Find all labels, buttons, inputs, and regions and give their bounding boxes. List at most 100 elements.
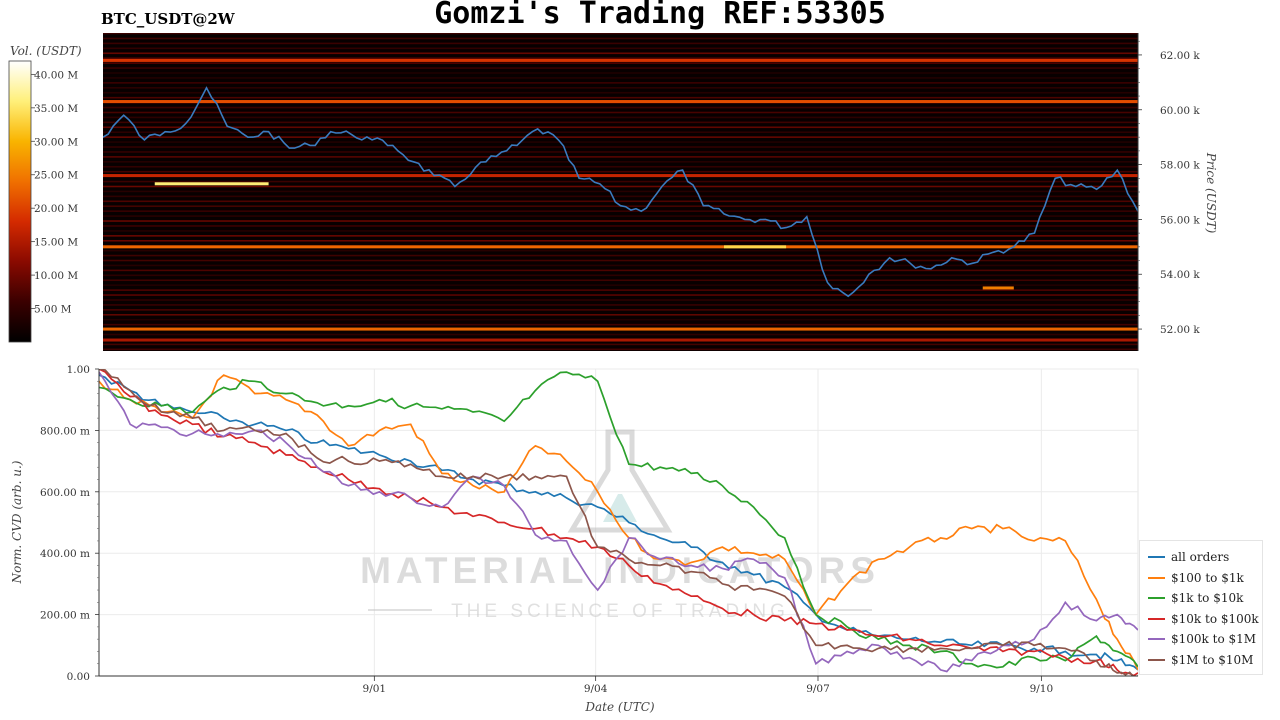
legend-swatch	[1148, 658, 1165, 661]
colorbar-tick-label: 25.00 M	[34, 170, 78, 182]
heatmap-stripe	[103, 42, 1138, 45]
heatmap-stripe	[103, 309, 1138, 311]
heatmap-stripe	[103, 165, 1138, 168]
cvd-x-ticks: 9/01 9/04 9/07 9/10	[363, 676, 1054, 695]
heatmap-stripe	[103, 200, 1138, 203]
legend-swatch	[1148, 617, 1165, 620]
heatmap-stripe	[103, 264, 1138, 267]
cvd-y-tick-label: 400.00 m	[40, 548, 90, 560]
heatmap-stripe	[103, 121, 1138, 124]
liquidity-band	[103, 174, 1138, 178]
heatmap-stripe	[103, 47, 1138, 50]
heatmap-stripe	[103, 333, 1138, 336]
heatmap-stripe	[103, 313, 1138, 316]
watermark: MATERIAL INDICATORS THE SCIENCE OF TRADI…	[360, 429, 875, 622]
heatmap-stripe	[103, 239, 1138, 242]
legend-swatch	[1148, 597, 1165, 600]
price-line	[103, 86, 1138, 298]
heatmap-stripe	[103, 220, 1138, 222]
cvd-y-ticks: 0.00 200.00 m 400.00 m 600.00 m 800.00 m 1.00	[40, 364, 99, 683]
series-line	[99, 371, 1138, 669]
legend-item: $1k to $10k	[1140, 588, 1262, 609]
heatmap-stripe	[103, 67, 1138, 69]
heatmap-stripe	[103, 131, 1138, 134]
heatmap-stripe	[103, 136, 1138, 138]
heatmap-stripe	[103, 52, 1138, 55]
legend-label: $100k to $1M	[1171, 632, 1257, 647]
liquidity-band	[154, 182, 269, 186]
legend-item: $1M to $10M	[1140, 650, 1262, 671]
legend-label: $1M to $10M	[1171, 652, 1254, 667]
heatmap-stripe	[103, 284, 1138, 286]
heatmap-stripe	[103, 185, 1138, 188]
legend-item: $100 to $1k	[1140, 568, 1262, 589]
heatmap-bands	[103, 58, 1138, 342]
heatmap-stripe	[103, 195, 1138, 198]
legend-swatch	[1148, 576, 1165, 579]
heatmap-stripe	[103, 289, 1138, 291]
heatmap-stripe	[103, 111, 1138, 114]
price-tick-label: 58.00 k	[1160, 160, 1200, 172]
heatmap-stripe	[103, 170, 1138, 173]
cvd-x-axis-label: Date (UTC)	[584, 700, 654, 714]
colorbar	[8, 60, 32, 343]
heatmap-stripe	[103, 57, 1138, 59]
heatmap-stripe	[103, 348, 1138, 351]
colorbar-tick-label: 15.00 M	[34, 237, 78, 249]
cvd-y-tick-label: 600.00 m	[40, 487, 90, 499]
heatmap-stripe	[103, 116, 1138, 119]
colorbar-tick-label: 20.00 M	[34, 203, 78, 215]
cvd-y-tick-label: 0.00	[67, 671, 90, 683]
heatmap-stripe	[103, 37, 1138, 40]
legend-item: all orders	[1140, 547, 1262, 568]
heatmap-stripe	[103, 91, 1138, 94]
heatmap-stripe	[103, 106, 1138, 109]
colorbar-label: Vol. (USDT)	[10, 44, 82, 58]
watermark-subtitle: THE SCIENCE OF TRADING	[451, 601, 789, 622]
series-line	[99, 371, 1138, 673]
liquidity-band	[103, 58, 1138, 62]
liquidity-band	[103, 338, 1138, 342]
cvd-series	[99, 369, 1138, 676]
heatmap-stripe	[103, 146, 1138, 148]
colorbar-tick-label: 5.00 M	[34, 304, 72, 316]
colorbar-tick-label: 30.00 M	[34, 136, 78, 148]
cvd-x-tick-label: 9/10	[1030, 683, 1054, 695]
cvd-plot-area	[98, 368, 1139, 677]
heatmap-stripe	[103, 299, 1138, 301]
heatmap-stripe	[103, 190, 1138, 193]
cvd-y-tick-label: 1.00	[67, 364, 90, 376]
colorbar-tick-label: 40.00 M	[34, 69, 78, 81]
heatmap-stripe	[103, 235, 1138, 237]
liquidity-band	[103, 327, 1138, 331]
heatmap-stripe	[103, 151, 1138, 153]
heatmap-stripe	[103, 156, 1138, 158]
heatmap-stripe	[103, 279, 1138, 282]
heatmap-stripe	[103, 269, 1138, 272]
price-tick-label: 62.00 k	[1160, 50, 1200, 62]
cvd-y-tick-label: 800.00 m	[40, 425, 90, 437]
heatmap-stripe	[103, 210, 1138, 212]
heatmap-stripe	[103, 62, 1138, 64]
price-tick-label: 52.00 k	[1160, 324, 1200, 336]
legend-label: all orders	[1171, 550, 1230, 565]
heatmap-stripe	[103, 249, 1138, 252]
heatmap-stripe	[103, 254, 1138, 257]
legend-label: $1k to $10k	[1171, 591, 1244, 606]
price-tick-label: 56.00 k	[1160, 214, 1200, 226]
colorbar-tick-label: 10.00 M	[34, 270, 78, 282]
cvd-x-tick-label: 9/07	[806, 683, 830, 695]
heatmap-stripe	[103, 180, 1138, 183]
heatmap-stripe	[103, 230, 1138, 232]
heatmap-stripe	[103, 72, 1138, 74]
liquidity-band	[724, 245, 787, 249]
heatmap-stripe	[103, 33, 1138, 35]
liquidity-band	[103, 100, 1138, 104]
series-line	[99, 369, 1138, 676]
cvd-x-tick-label: 9/01	[363, 683, 387, 695]
heatmap-stripe	[103, 96, 1138, 99]
legend-item: $100k to $1M	[1140, 629, 1262, 650]
colorbar-ticks: 5.00 M 10.00 M 15.00 M 20.00 M 25.00 M 30.00 …	[31, 69, 78, 316]
heatmap-stripe	[103, 294, 1138, 296]
heatmap-stripe	[103, 77, 1138, 79]
